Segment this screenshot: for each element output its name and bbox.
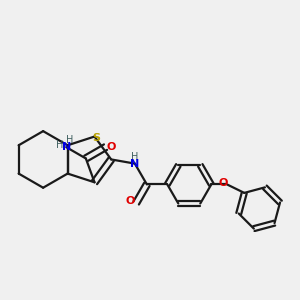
Text: N: N bbox=[130, 159, 140, 169]
Text: O: O bbox=[219, 178, 228, 188]
Text: S: S bbox=[92, 133, 100, 143]
Text: H: H bbox=[66, 135, 73, 145]
Text: N: N bbox=[61, 142, 71, 152]
Text: H: H bbox=[56, 140, 63, 150]
Text: H: H bbox=[131, 152, 139, 162]
Text: O: O bbox=[126, 196, 135, 206]
Text: O: O bbox=[106, 142, 116, 152]
